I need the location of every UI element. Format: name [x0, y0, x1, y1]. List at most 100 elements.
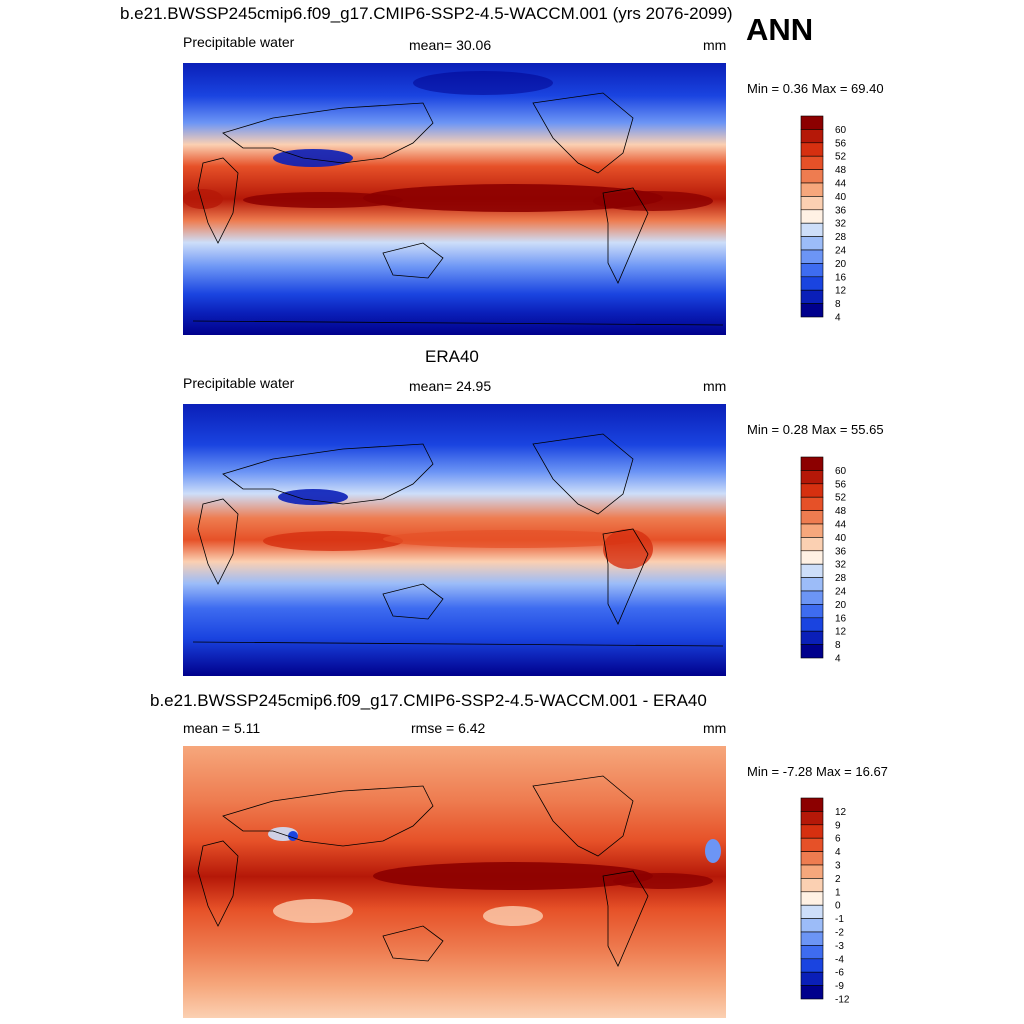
- panel-1-title: b.e21.BWSSP245cmip6.f09_g17.CMIP6-SSP2-4…: [120, 4, 733, 23]
- panel-3-colorbar-tick-label: -1: [835, 914, 844, 925]
- panel-2-colorbar-box: [800, 604, 824, 619]
- panel-3-colorbar-tick-label: -12: [835, 995, 850, 1006]
- panel-2-colorbar-tick-label: 44: [835, 520, 847, 531]
- panel-3-colorbar-tick-label: 9: [835, 820, 841, 831]
- panel-3-colorbar-box: [800, 945, 824, 960]
- panel-3-colorbar-tick-label: -6: [835, 968, 844, 979]
- panel-1-colorbar-box: [800, 276, 824, 291]
- panel-2-colorbar-tick-label: 24: [835, 587, 847, 598]
- panel-1-units-label: mm: [703, 37, 727, 53]
- panel-2-colorbar-tick-label: 48: [835, 506, 847, 517]
- panel-2-colorbar-box: [800, 590, 824, 605]
- panel-2-colorbar: 60 56 52 48 44 40 36 32 28 24 20 16 12 8 4: [800, 456, 860, 676]
- panel-3-colorbar-tick-label: -3: [835, 941, 844, 952]
- panel-1-colorbar-tick-label: 24: [835, 246, 847, 257]
- panel-1-colorbar-tick-label: 8: [835, 299, 841, 310]
- panel-3-colorbar-box: [800, 891, 824, 906]
- panel-2-colorbar-box: [800, 456, 824, 471]
- panel-3-colorbar-box: [800, 864, 824, 879]
- panel-2-colorbar-box: [800, 483, 824, 498]
- panel-2-colorbar-box: [800, 550, 824, 565]
- panel-2-colorbar-tick-label: 40: [835, 533, 847, 544]
- panel-1-colorbar-box: [800, 169, 824, 184]
- panel-1-mean-label: mean= 30.06: [409, 37, 492, 53]
- panel-2-colorbar-tick-label: 32: [835, 560, 847, 571]
- panel-3-colorbar-box: [800, 811, 824, 826]
- panel-3-minmax-label: Min = -7.28 Max = 16.67: [747, 764, 888, 779]
- panel-2-colorbar-box: [800, 644, 824, 659]
- panel-3-colorbar-box: [800, 931, 824, 946]
- panel-1-colorbar-box: [800, 182, 824, 197]
- panel-1-colorbar-box: [800, 303, 824, 318]
- panel-1-colorbar-tick-label: 16: [835, 272, 847, 283]
- panel-2-map: [183, 404, 726, 676]
- panel-2-units-label: mm: [703, 378, 727, 394]
- panel-3-colorbar-tick-label: -2: [835, 928, 844, 939]
- panel-1-colorbar-box: [800, 289, 824, 304]
- panel-2-colorbar-svg: 60 56 52 48 44 40 36 32 28 24 20 16 12 8 4: [800, 456, 847, 665]
- panel-2-colorbar-tick-label: 8: [835, 640, 841, 651]
- panel-1-colorbar-tick-label: 12: [835, 286, 847, 297]
- panel-3-units-label: mm: [703, 720, 727, 736]
- panel-1-colorbar-box: [800, 263, 824, 278]
- panel-3-colorbar-tick-label: 1: [835, 887, 841, 898]
- panel-2-variable-label: Precipitable water: [183, 375, 295, 391]
- panel-1-colorbar-tick-label: 48: [835, 165, 847, 176]
- panel-3-colorbar-box: [800, 971, 824, 986]
- panel-2-colorbar-box: [800, 617, 824, 632]
- panel-1-colorbar: 60 56 52 48 44 40 36 32 28 24 20 16 12 8 4: [800, 115, 860, 335]
- panel-1-colorbar-box: [800, 236, 824, 251]
- panel-2-colorbar-box: [800, 510, 824, 525]
- panel-3-mean-label: mean = 5.11: [183, 720, 261, 736]
- panel-2-minmax-label: Min = 0.28 Max = 55.65: [747, 422, 884, 437]
- panel-1-colorbar-tick-label: 4: [835, 313, 841, 324]
- panel-3-colorbar-box: [800, 958, 824, 973]
- panel-2-colorbar-tick-label: 60: [835, 466, 847, 477]
- panel-1-colorbar-box: [800, 222, 824, 237]
- panel-2-colorbar-tick-label: 4: [835, 654, 841, 665]
- panel-3-colorbar-box: [800, 918, 824, 933]
- panel-2-colorbar-box: [800, 470, 824, 485]
- panel-3-title: b.e21.BWSSP245cmip6.f09_g17.CMIP6-SSP2-4…: [150, 691, 707, 710]
- panel-1-coastlines: [192, 92, 724, 326]
- panel-1-colorbar-tick-label: 40: [835, 192, 847, 203]
- panel-1-colorbar-tick-label: 60: [835, 125, 847, 136]
- panel-3-colorbar-tick-label: 12: [835, 807, 847, 818]
- panel-2-mean-label: mean= 24.95: [409, 378, 492, 394]
- panel-2-colorbar-tick-label: 52: [835, 493, 847, 504]
- panel-1-colorbar-tick-label: 52: [835, 152, 847, 163]
- panel-2-colorbar-tick-label: 56: [835, 479, 847, 490]
- panel-1-colorbar-box: [800, 196, 824, 211]
- panel-2-coastlines: [192, 433, 724, 647]
- panel-2-colorbar-box: [800, 577, 824, 592]
- panel-3-colorbar-tick-label: 4: [835, 847, 841, 858]
- panel-2-colorbar-tick-label: 20: [835, 600, 847, 611]
- panel-2-colorbar-tick-label: 12: [835, 627, 847, 638]
- panel-3-colorbar-box: [800, 797, 824, 812]
- panel-3-colorbar-box: [800, 878, 824, 893]
- panel-1-colorbar-tick-label: 20: [835, 259, 847, 270]
- panel-3-colorbar-tick-label: 3: [835, 861, 841, 872]
- panel-1-minmax-label: Min = 0.36 Max = 69.40: [747, 81, 884, 96]
- panel-2-colorbar-box: [800, 563, 824, 578]
- panel-3-colorbar-tick-label: 6: [835, 834, 841, 845]
- panel-1-map: [183, 63, 726, 335]
- panel-3-colorbar-box: [800, 824, 824, 839]
- panel-1-colorbar-box: [800, 115, 824, 130]
- panel-2-colorbar-box: [800, 537, 824, 552]
- panel-1-colorbar-tick-label: 28: [835, 232, 847, 243]
- panel-3-colorbar-box: [800, 837, 824, 852]
- panel-3-colorbar-box: [800, 904, 824, 919]
- panel-2-colorbar-tick-label: 16: [835, 613, 847, 624]
- panel-3-coastlines: [197, 775, 649, 967]
- season-label: ANN: [746, 12, 814, 47]
- panel-3-map: [183, 746, 726, 1018]
- panel-1-colorbar-svg: 60 56 52 48 44 40 36 32 28 24 20 16 12 8 4: [800, 115, 847, 324]
- panel-3-colorbar-tick-label: -9: [835, 981, 844, 992]
- panel-3-colorbar-box: [800, 851, 824, 866]
- panel-1-colorbar-tick-label: 36: [835, 205, 847, 216]
- panel-1-colorbar-tick-label: 32: [835, 219, 847, 230]
- panel-3-colorbar-tick-label: -4: [835, 954, 844, 965]
- panel-3-colorbar-box: [800, 985, 824, 1000]
- panel-1-colorbar-box: [800, 129, 824, 144]
